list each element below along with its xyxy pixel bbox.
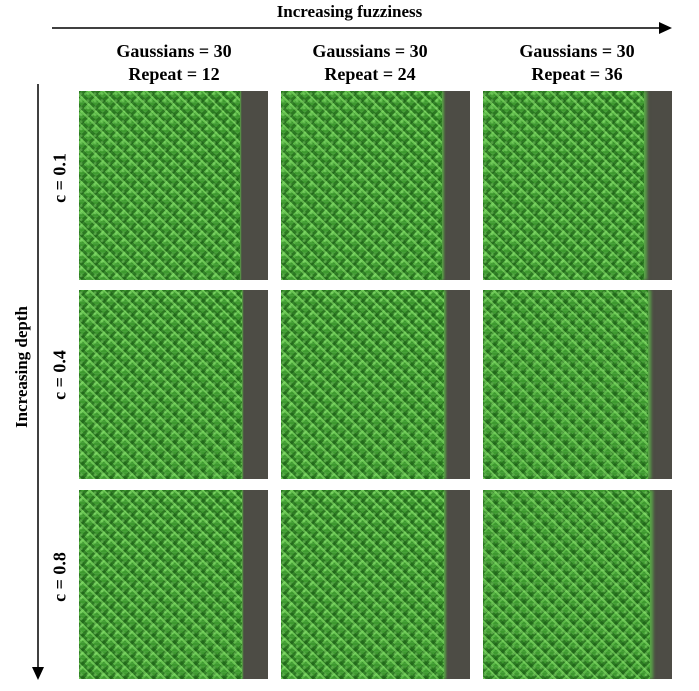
fabric-swatch xyxy=(281,490,444,679)
horizontal-axis-title: Increasing fuzziness xyxy=(276,2,423,21)
fabric-swatch xyxy=(79,490,242,679)
fabric-swatch xyxy=(281,91,442,280)
column-header-2: Gaussians = 30 Repeat = 24 xyxy=(285,40,455,86)
render-r1-c1 xyxy=(79,91,268,280)
row-label-1: c = 0.1 xyxy=(49,153,70,203)
fabric-swatch xyxy=(281,290,444,479)
vertical-arrow-head xyxy=(32,667,44,680)
fabric-swatch xyxy=(79,290,242,479)
vertical-axis-title: Increasing depth xyxy=(12,305,31,429)
fabric-swatch xyxy=(483,91,644,280)
render-r1-c2 xyxy=(281,91,470,280)
row-label-2: c = 0.4 xyxy=(49,350,70,400)
column-header-1-repeat: Repeat = 12 xyxy=(128,64,220,84)
render-r2-c3 xyxy=(483,290,672,479)
fabric-swatch xyxy=(79,91,240,280)
column-header-2-repeat: Repeat = 24 xyxy=(324,64,416,84)
column-header-3-repeat: Repeat = 36 xyxy=(531,64,623,84)
render-r2-c1 xyxy=(79,290,268,479)
column-header-1-gaussians: Gaussians = 30 xyxy=(116,41,232,61)
horizontal-arrow-head xyxy=(659,22,672,34)
render-r3-c1 xyxy=(79,490,268,679)
render-r1-c3 xyxy=(483,91,672,280)
column-header-2-gaussians: Gaussians = 30 xyxy=(312,41,428,61)
fabric-swatch xyxy=(483,290,648,479)
column-header-3-gaussians: Gaussians = 30 xyxy=(519,41,635,61)
column-header-1: Gaussians = 30 Repeat = 12 xyxy=(89,40,259,86)
fabric-swatch xyxy=(483,490,650,679)
column-header-3: Gaussians = 30 Repeat = 36 xyxy=(492,40,662,86)
render-r2-c2 xyxy=(281,290,470,479)
render-r3-c3 xyxy=(483,490,672,679)
render-r3-c2 xyxy=(281,490,470,679)
row-label-3: c = 0.8 xyxy=(49,552,70,602)
